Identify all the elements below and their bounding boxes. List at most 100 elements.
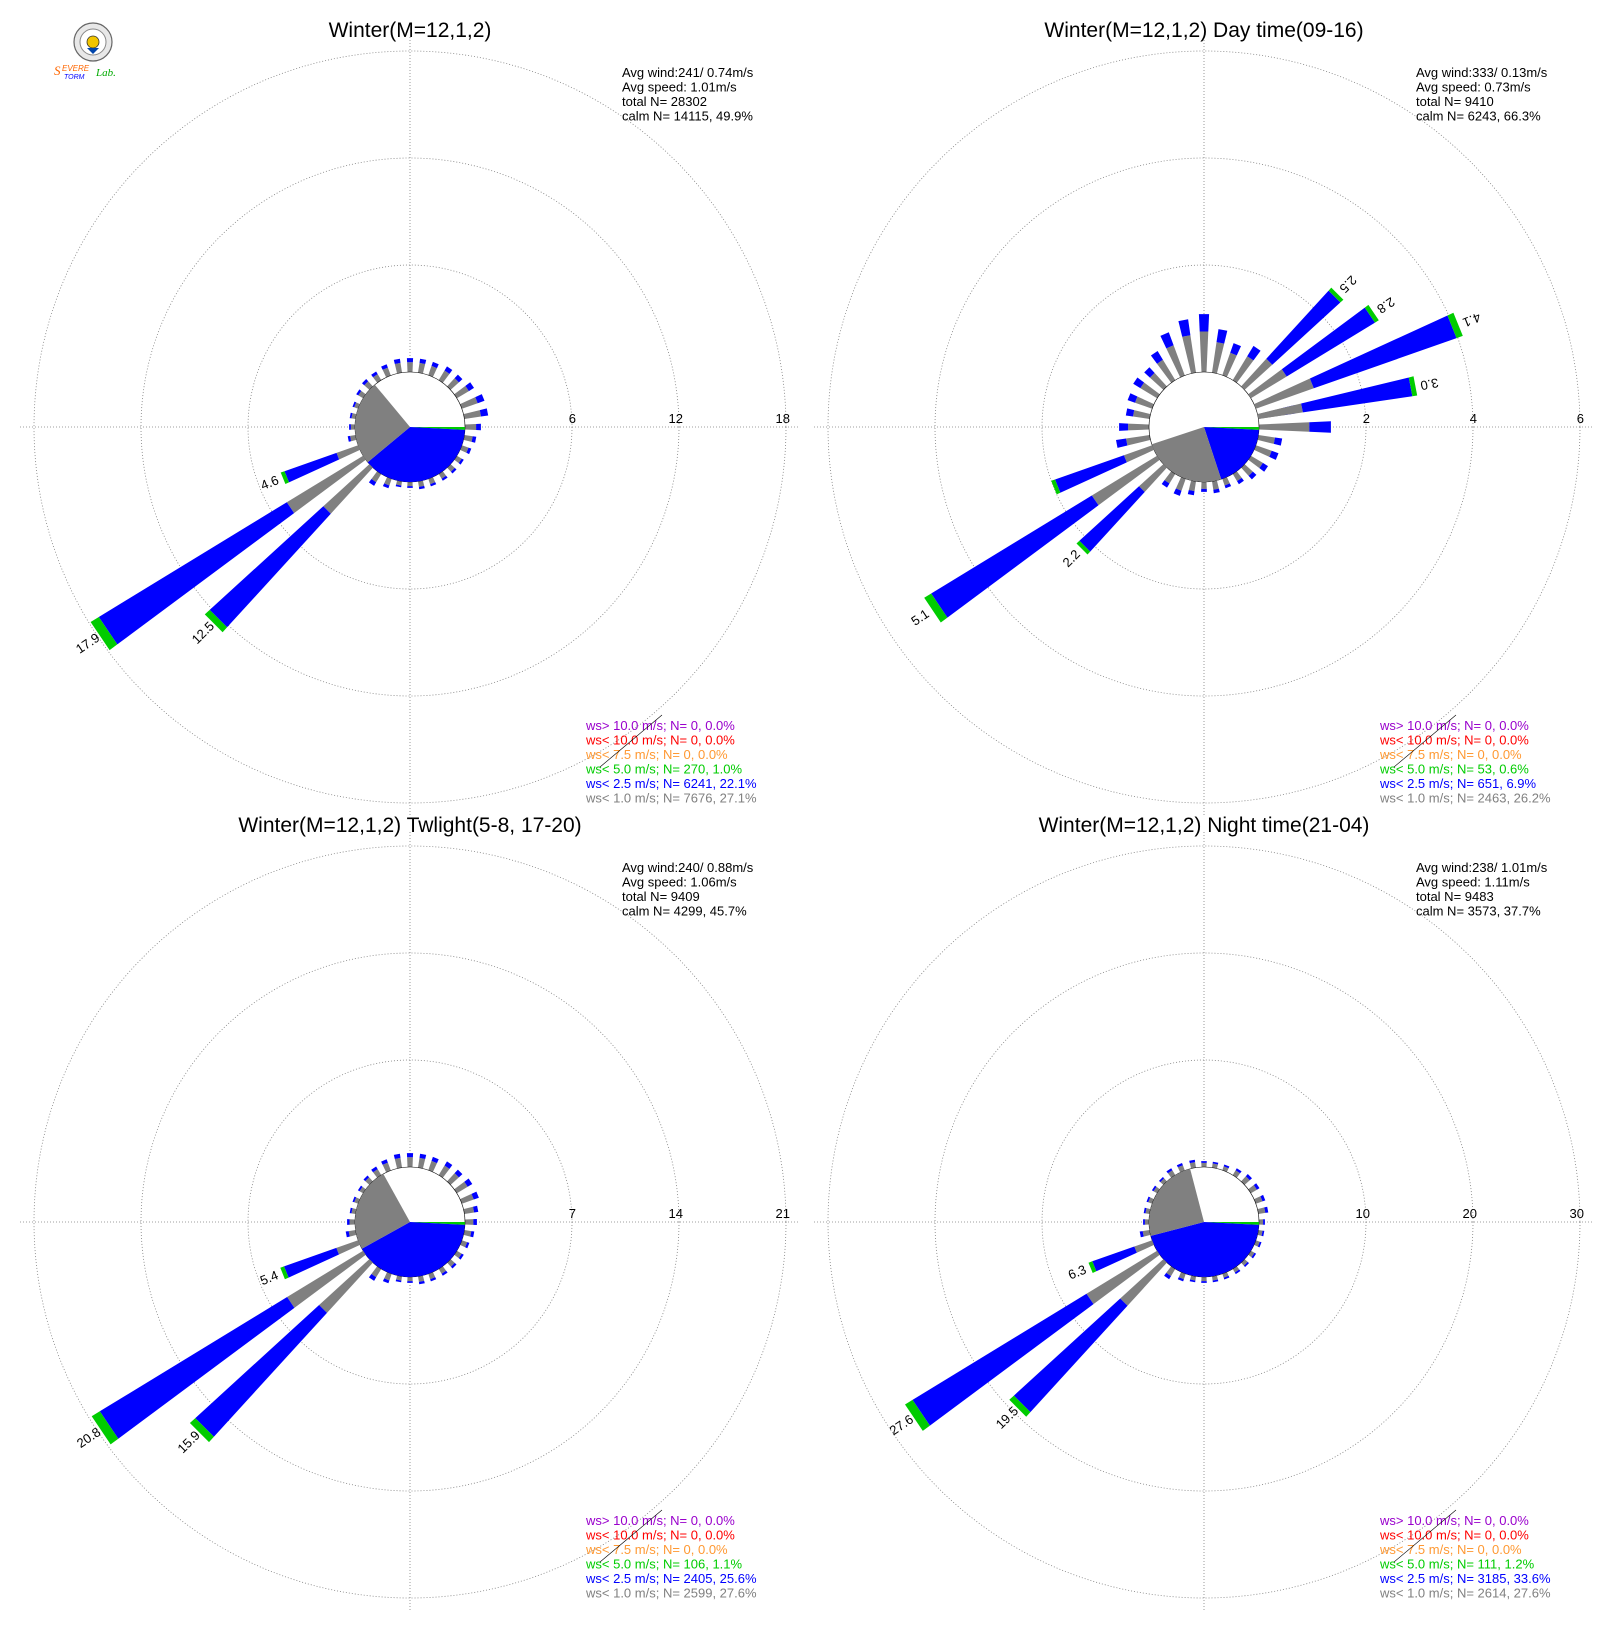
legend-strike bbox=[599, 1509, 663, 1563]
direction-bar-light bbox=[368, 1274, 377, 1281]
direction-bar-calm bbox=[1166, 1266, 1176, 1277]
direction-bar-light bbox=[393, 358, 401, 364]
direction-bar-light bbox=[1309, 421, 1331, 433]
direction-bar-calm bbox=[1257, 1230, 1263, 1236]
direction-bar-calm bbox=[1232, 471, 1242, 482]
peak-bar-calm bbox=[287, 1250, 366, 1308]
peak-value-label: 5.4 bbox=[258, 1267, 280, 1288]
direction-bar-light bbox=[471, 436, 477, 443]
direction-bar-light bbox=[382, 1278, 390, 1284]
stats-line: Avg wind:240/ 0.88m/s bbox=[622, 860, 754, 875]
legend-entry: ws< 2.5 m/s; N= 6241, 22.1% bbox=[585, 776, 757, 791]
peak-bar-moderate bbox=[90, 617, 118, 651]
peak-bar-moderate bbox=[1076, 540, 1091, 555]
svg-text:S: S bbox=[54, 63, 61, 78]
direction-bar-calm bbox=[1175, 477, 1186, 491]
direction-bar-light bbox=[1216, 329, 1228, 344]
calm-pie-green bbox=[1204, 427, 1259, 430]
peak-bar-light bbox=[931, 495, 1099, 618]
direction-bar-light bbox=[418, 485, 425, 490]
direction-bar-calm bbox=[1258, 1219, 1264, 1225]
peak-bar-light bbox=[98, 502, 295, 645]
direction-bar-light bbox=[1119, 423, 1129, 431]
peak-bar-moderate bbox=[189, 1418, 214, 1443]
direction-bar-calm bbox=[1254, 1196, 1263, 1204]
direction-bar-calm bbox=[407, 481, 413, 487]
peak-value-label: 4.6 bbox=[258, 472, 280, 493]
direction-bar-light bbox=[1259, 462, 1268, 472]
wind-rose-panel-3: 7 14 21 20.8 15.9 5.4 Winter(M=12,1,2) Twlight… bbox=[20, 814, 800, 1612]
direction-bar-light bbox=[349, 424, 351, 430]
direction-bar-calm bbox=[1248, 1185, 1257, 1194]
direction-bar-calm bbox=[1140, 382, 1160, 399]
direction-bar-light bbox=[1263, 1219, 1265, 1225]
direction-bar-light bbox=[1116, 438, 1128, 448]
direction-bar-calm bbox=[428, 1272, 436, 1280]
direction-bar-light bbox=[1189, 1159, 1196, 1164]
direction-bar-calm bbox=[1199, 331, 1209, 373]
direction-bar-light bbox=[1201, 1161, 1207, 1163]
calm-pie-gray bbox=[1151, 427, 1222, 482]
direction-bar-light bbox=[1127, 393, 1138, 403]
stats-line: calm N= 6243, 66.3% bbox=[1416, 109, 1541, 124]
direction-bar-light bbox=[1166, 1168, 1173, 1174]
peak-value-label: 2.2 bbox=[1060, 547, 1083, 570]
direction-bar-light bbox=[1235, 1168, 1242, 1174]
direction-bar-calm bbox=[350, 435, 357, 442]
direction-bar-calm bbox=[463, 1230, 472, 1237]
direction-bar-calm bbox=[407, 1157, 413, 1168]
direction-bar-calm bbox=[351, 413, 357, 419]
direction-bar-light bbox=[475, 394, 485, 404]
legend-entry: ws< 10.0 m/s; N= 0, 0.0% bbox=[1379, 1528, 1529, 1543]
direction-bar-light bbox=[1173, 488, 1182, 496]
direction-bar-light bbox=[473, 1205, 479, 1213]
peak-bar-light bbox=[284, 452, 340, 483]
peak-value-label: 19.5 bbox=[993, 1403, 1022, 1432]
peak-bar-light bbox=[1266, 290, 1341, 365]
grid-ring bbox=[934, 952, 1474, 1492]
calm-pie-green bbox=[410, 427, 465, 430]
direction-bar-calm bbox=[418, 362, 426, 374]
legend-strike bbox=[1393, 714, 1457, 768]
stats-line: calm N= 3573, 37.7% bbox=[1416, 904, 1541, 919]
svg-text:TORM: TORM bbox=[64, 74, 85, 81]
legend-entry: ws< 5.0 m/s; N= 106, 1.1% bbox=[585, 1557, 743, 1572]
direction-bar-light bbox=[1251, 1252, 1257, 1259]
direction-bar-light bbox=[450, 467, 457, 474]
peak-value-label: 15.9 bbox=[174, 1428, 203, 1457]
direction-bar-light bbox=[473, 1219, 477, 1225]
peak-bar-moderate bbox=[204, 609, 228, 633]
direction-bar-light bbox=[1237, 477, 1244, 485]
direction-bar-calm bbox=[350, 424, 356, 430]
direction-bar-light bbox=[371, 1166, 378, 1173]
direction-bar-light bbox=[1198, 314, 1210, 332]
peak-value-label: 2.5 bbox=[1336, 273, 1359, 296]
direction-bar-calm bbox=[1144, 1219, 1150, 1225]
direction-bar-light bbox=[1139, 1231, 1144, 1238]
direction-bar-light bbox=[1213, 488, 1220, 494]
direction-bar-calm bbox=[1133, 410, 1151, 419]
direction-bar-calm bbox=[1142, 1230, 1151, 1237]
stats-line: total N= 9409 bbox=[622, 889, 700, 904]
direction-bar-light bbox=[362, 379, 369, 386]
direction-bar-calm bbox=[463, 1206, 475, 1214]
peak-bar-light bbox=[209, 506, 331, 628]
legend-entry: ws< 7.5 m/s; N= 0, 0.0% bbox=[585, 747, 728, 762]
direction-bar-calm bbox=[1160, 1178, 1167, 1185]
direction-bar-light bbox=[465, 1242, 470, 1249]
peak-bar-moderate bbox=[91, 1411, 119, 1445]
peak-bar-calm bbox=[1134, 1240, 1154, 1253]
direction-bar-calm bbox=[428, 365, 437, 377]
direction-bar-light bbox=[349, 412, 353, 419]
direction-bar-calm bbox=[396, 480, 402, 486]
direction-bar-light bbox=[356, 389, 362, 396]
direction-bar-calm bbox=[1222, 477, 1230, 486]
wind-rose-panel-1: 6 12 18 17.9 12.5 4.6 Winter(M=12,1,2) Avg wind… bbox=[20, 19, 800, 817]
peak-bar-moderate bbox=[280, 1266, 289, 1280]
direction-bar-calm bbox=[454, 1181, 468, 1194]
direction-bar-calm bbox=[428, 1160, 437, 1172]
direction-bar-calm bbox=[460, 1193, 474, 1204]
r-tick-label: 18 bbox=[776, 411, 790, 426]
calm-pie-gray bbox=[354, 1173, 410, 1249]
